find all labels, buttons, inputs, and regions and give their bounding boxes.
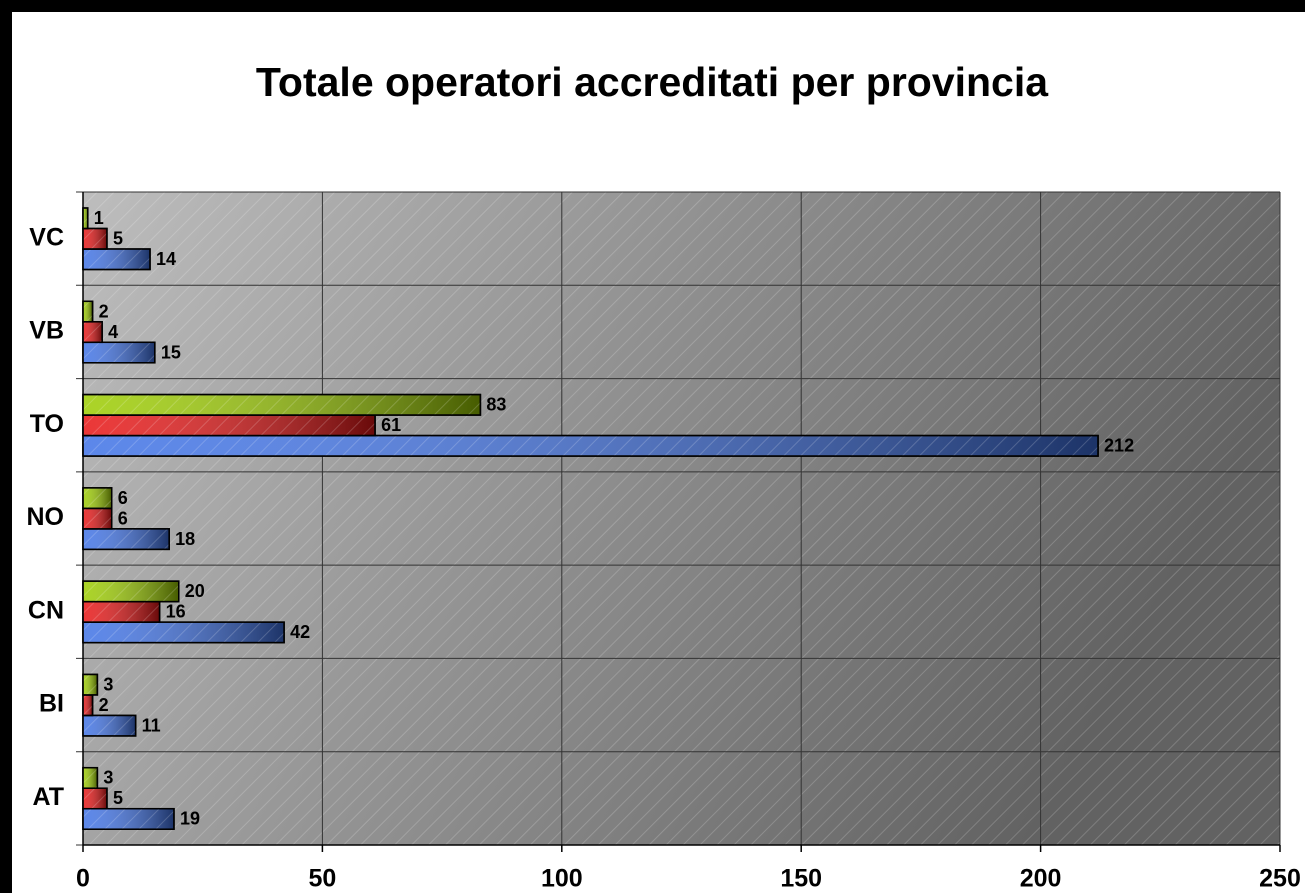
bar-hatch: [82, 787, 108, 810]
bar-hatch: [82, 673, 99, 696]
data-label: 14: [156, 249, 176, 269]
data-label: 5: [113, 788, 123, 808]
bar-hatch: [82, 393, 482, 416]
bar-hatch: [82, 434, 1099, 457]
data-label: 1: [94, 208, 104, 228]
data-label: 15: [161, 342, 181, 362]
y-tick-label: AT: [33, 783, 64, 811]
bar-hatch: [82, 621, 285, 644]
bar-hatch: [82, 487, 113, 510]
data-label: 212: [1104, 436, 1134, 456]
data-label: 2: [99, 301, 109, 321]
data-label: 3: [103, 674, 113, 694]
bar-hatch: [82, 248, 151, 271]
data-label: 6: [118, 488, 128, 508]
data-label: 19: [180, 809, 200, 829]
bar-hatch: [82, 580, 180, 603]
x-tick-label: 0: [76, 865, 90, 893]
bar-hatch: [82, 694, 94, 717]
bar-hatch: [82, 714, 137, 737]
data-label: 20: [185, 581, 205, 601]
y-tick-label: VC: [29, 223, 64, 251]
x-tick-label: 50: [308, 865, 336, 893]
x-tick-label: 100: [541, 865, 583, 893]
bar-hatch: [82, 227, 108, 250]
data-label: 6: [118, 508, 128, 528]
y-tick-label: BI: [39, 690, 64, 718]
y-tick-label: VB: [29, 317, 64, 345]
y-tick-label: NO: [27, 503, 65, 531]
chart-title: Totale operatori accreditati per provinc…: [256, 59, 1049, 105]
data-label: 5: [113, 229, 123, 249]
data-label: 83: [486, 395, 506, 415]
bar-hatch: [82, 321, 103, 344]
y-tick-label: TO: [30, 410, 64, 438]
plot-hatch: [83, 192, 1280, 845]
bar-hatch: [82, 207, 89, 230]
data-label: 4: [108, 322, 118, 342]
y-tick-label: CN: [28, 596, 64, 624]
bar-hatch: [82, 600, 161, 623]
bar-hatch: [82, 807, 175, 830]
bar-hatch: [82, 528, 170, 551]
bar-hatch: [82, 766, 99, 789]
bar-hatch: [82, 507, 113, 530]
bar-hatch: [82, 414, 376, 437]
x-tick-label: 200: [1020, 865, 1062, 893]
x-tick-label: 250: [1259, 865, 1301, 893]
data-label: 18: [175, 529, 195, 549]
bar-hatch: [82, 341, 156, 364]
x-tick-label: 150: [780, 865, 822, 893]
data-label: 61: [381, 415, 401, 435]
bar-hatch: [82, 300, 94, 323]
data-label: 3: [103, 768, 113, 788]
data-label: 11: [142, 715, 161, 735]
data-label: 2: [99, 695, 109, 715]
data-label: 42: [290, 622, 310, 642]
data-label: 16: [166, 602, 186, 622]
